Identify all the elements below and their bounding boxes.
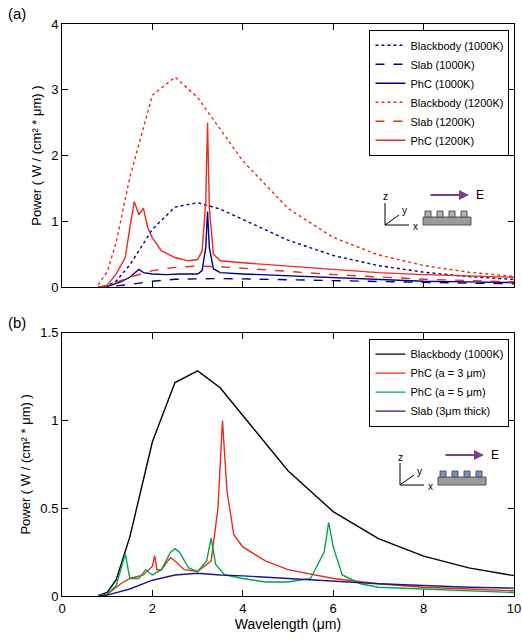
svg-text:1: 1 [51, 413, 58, 428]
svg-text:Wavelength (μm): Wavelength (μm) [235, 616, 341, 632]
svg-text:0: 0 [58, 601, 65, 616]
svg-text:0.5: 0.5 [40, 501, 58, 516]
svg-text:Blackbody (1200K): Blackbody (1200K) [410, 97, 503, 109]
svg-text:y: y [417, 466, 422, 477]
svg-text:Slab (3μm thick): Slab (3μm thick) [410, 405, 490, 417]
svg-text:10: 10 [507, 601, 521, 616]
svg-text:2: 2 [51, 148, 58, 163]
svg-text:PhC (a = 3 μm): PhC (a = 3 μm) [410, 367, 485, 379]
svg-text:(a): (a) [8, 5, 26, 22]
svg-text:PhC (1000K): PhC (1000K) [410, 78, 474, 90]
svg-text:3: 3 [51, 82, 58, 97]
svg-text:z: z [398, 452, 403, 463]
svg-text:Blackbody (1000K): Blackbody (1000K) [410, 40, 503, 52]
svg-text:0: 0 [51, 280, 58, 295]
svg-text:y: y [402, 205, 407, 216]
svg-text:PhC (1200K): PhC (1200K) [410, 135, 474, 147]
svg-text:E: E [491, 448, 499, 462]
svg-text:Slab (1200K): Slab (1200K) [410, 116, 474, 128]
svg-text:Power ( W / (cm² * μm) ): Power ( W / (cm² * μm) ) [18, 394, 33, 534]
svg-text:x: x [428, 481, 433, 492]
svg-text:Slab (1000K): Slab (1000K) [410, 59, 474, 71]
svg-text:x: x [413, 221, 418, 232]
svg-text:8: 8 [420, 601, 427, 616]
svg-text:Power ( W / (cm² * μm) ): Power ( W / (cm² * μm) ) [29, 85, 44, 225]
svg-text:1: 1 [51, 214, 58, 229]
svg-text:z: z [383, 191, 388, 202]
svg-text:Blackbody (1000K): Blackbody (1000K) [410, 348, 503, 360]
svg-text:4: 4 [51, 17, 58, 32]
svg-text:2: 2 [149, 601, 156, 616]
svg-text:(b): (b) [8, 314, 26, 331]
svg-text:1.5: 1.5 [40, 325, 58, 340]
svg-text:PhC (a = 5 μm): PhC (a = 5 μm) [410, 386, 485, 398]
svg-text:4: 4 [239, 601, 246, 616]
svg-text:0: 0 [51, 589, 58, 604]
svg-text:6: 6 [330, 601, 337, 616]
svg-text:E: E [476, 188, 484, 202]
